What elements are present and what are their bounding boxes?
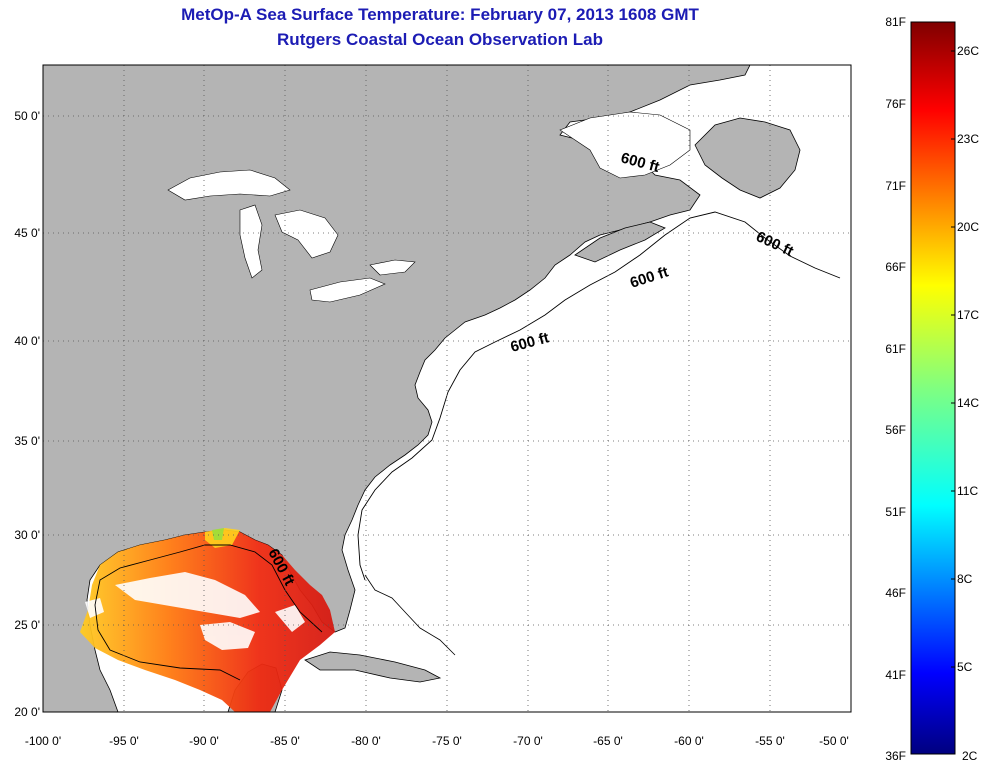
colorbar-c-label: 14C — [957, 396, 979, 410]
lat-tick-label: 35 0' — [14, 434, 40, 448]
lat-tick-label: 45 0' — [14, 226, 40, 240]
lon-tick-label: -50 0' — [819, 734, 849, 748]
nova-scotia-land — [574, 221, 666, 263]
lon-tick-label: -80 0' — [351, 734, 381, 748]
lat-tick-label: 50 0' — [14, 109, 40, 123]
lon-tick-label: -85 0' — [270, 734, 300, 748]
lon-tick-label: -55 0' — [755, 734, 785, 748]
lon-tick-label: -90 0' — [189, 734, 219, 748]
map-title: MetOp-A Sea Surface Temperature: Februar… — [181, 5, 699, 24]
colorbar-f-label: 41F — [885, 668, 906, 682]
colorbar-f-label: 46F — [885, 586, 906, 600]
colorbar-f-label: 51F — [885, 505, 906, 519]
lat-tick-label: 40 0' — [14, 334, 40, 348]
colorbar-c-label: 5C — [957, 660, 973, 674]
colorbar-c-label: 2C — [962, 749, 978, 763]
colorbar-c-label: 11C — [957, 484, 978, 498]
colorbar-c-label: 26C — [957, 44, 979, 58]
florida-shelf-line — [364, 574, 456, 656]
sst-swath — [80, 530, 335, 712]
colorbar-f-label: 71F — [885, 179, 906, 193]
lon-tick-label: -60 0' — [674, 734, 704, 748]
lon-tick-label: -95 0' — [109, 734, 139, 748]
colorbar-c-labels: 26C 23C 20C 17C 14C 11C 8C 5C 2C — [957, 44, 979, 763]
colorbar-c-label: 8C — [957, 572, 973, 586]
colorbar-f-labels: 81F 76F 71F 66F 61F 56F 51F 46F 41F 36F — [885, 15, 906, 763]
colorbar-c-label: 23C — [957, 132, 979, 146]
newfoundland-land — [694, 117, 801, 199]
contour-600ft-gulf — [94, 544, 323, 681]
lat-tick-label: 25 0' — [14, 618, 40, 632]
colorbar-f-label: 66F — [885, 260, 906, 274]
colorbar-c-label: 20C — [957, 220, 979, 234]
contour-600ft — [357, 211, 841, 581]
colorbar-f-label: 61F — [885, 342, 906, 356]
colorbar-f-label: 56F — [885, 423, 906, 437]
lat-tick-label: 20 0' — [14, 705, 40, 719]
cloud-gaps — [85, 572, 305, 650]
lon-tick-label: -65 0' — [593, 734, 623, 748]
sst-coastal-green — [212, 528, 224, 540]
colorbar-ticks — [951, 50, 955, 668]
lon-tick-label: -70 0' — [513, 734, 543, 748]
colorbar-f-label: 36F — [885, 749, 906, 763]
cuba-land — [304, 651, 442, 683]
colorbar-gradient — [910, 21, 956, 755]
lon-axis: -100 0' -95 0' -90 0' -85 0' -80 0' -75 … — [25, 734, 849, 748]
colorbar-f-label: 81F — [885, 15, 906, 29]
north-america-land — [43, 65, 751, 712]
map-frame — [42, 64, 852, 713]
colorbar-f-label: 76F — [885, 97, 906, 111]
lon-tick-label: -75 0' — [432, 734, 462, 748]
lat-tick-label: 30 0' — [14, 528, 40, 542]
gulf-st-lawrence — [559, 111, 691, 179]
lon-tick-label: -100 0' — [25, 734, 61, 748]
lat-axis: 20 0' 25 0' 30 0' 35 0' 40 0' 45 0' 50 0… — [14, 109, 40, 719]
map-subtitle: Rutgers Coastal Ocean Observation Lab — [277, 30, 603, 49]
colorbar-c-label: 17C — [957, 308, 979, 322]
great-lakes — [167, 169, 416, 303]
